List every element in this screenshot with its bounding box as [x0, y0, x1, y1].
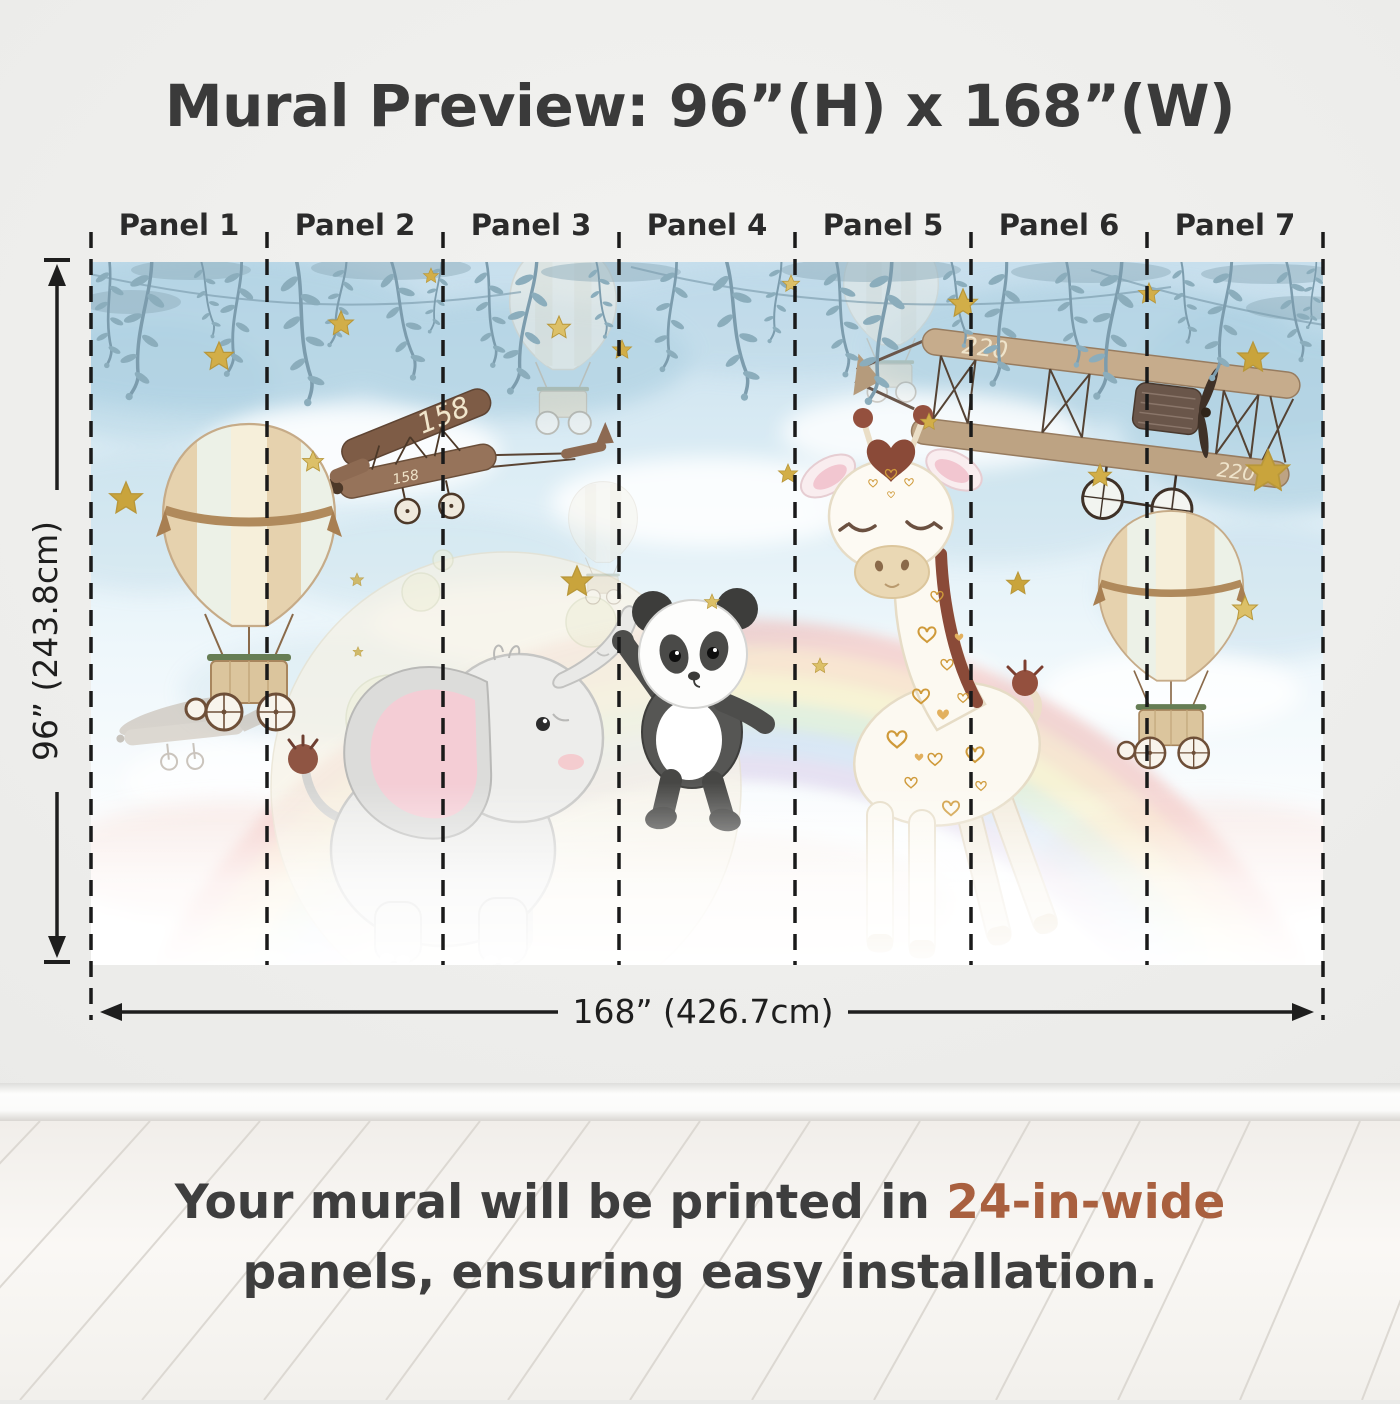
arrow-down-icon — [48, 936, 66, 958]
page-title: Mural Preview: 96”(H) x 168”(W) — [164, 72, 1236, 140]
panel-label-4: Panel 4 — [646, 208, 768, 242]
panel-label-6: Panel 6 — [998, 208, 1120, 242]
biplane-lowerwing-number: 220 — [1216, 457, 1257, 485]
arrow-right-icon — [1292, 1003, 1314, 1021]
height-dimension-label: 96” (243.8cm) — [26, 521, 65, 761]
panel-label-3: Panel 3 — [470, 208, 592, 242]
panel-label-2: Panel 2 — [294, 208, 416, 242]
monoplane-fuselage-number: 158 — [391, 467, 421, 488]
mural-bottom-fade — [91, 782, 1323, 965]
footer-line-2: panels, ensuring easy installation. — [242, 1244, 1158, 1300]
panel-label-5: Panel 5 — [822, 208, 944, 242]
biplane-topwing-number: 220 — [961, 331, 1010, 364]
footer-text: Your mural will be printed in — [174, 1175, 947, 1230]
biplane-icon: 220 220 — [853, 328, 1301, 531]
footer-caption: Your mural will be printed in 24-in-wide… — [0, 1168, 1400, 1307]
width-dimension-label: 168” (426.7cm) — [572, 992, 833, 1031]
floor-planks — [0, 1120, 1400, 1401]
wood-floor — [0, 1120, 1400, 1401]
panel-label-1: Panel 1 — [118, 208, 240, 242]
baseboard — [0, 1083, 1400, 1121]
footer-highlight: 24-in-wide — [946, 1175, 1226, 1230]
mural-artwork: 158 158 — [91, 262, 1323, 965]
footer-line-1: Your mural will be printed in 24-in-wide — [0, 1168, 1400, 1238]
panel-label-7: Panel 7 — [1174, 208, 1296, 242]
arrow-up-icon — [48, 264, 66, 286]
arrow-left-icon — [100, 1003, 122, 1021]
height-dimension-arrow — [44, 258, 70, 964]
